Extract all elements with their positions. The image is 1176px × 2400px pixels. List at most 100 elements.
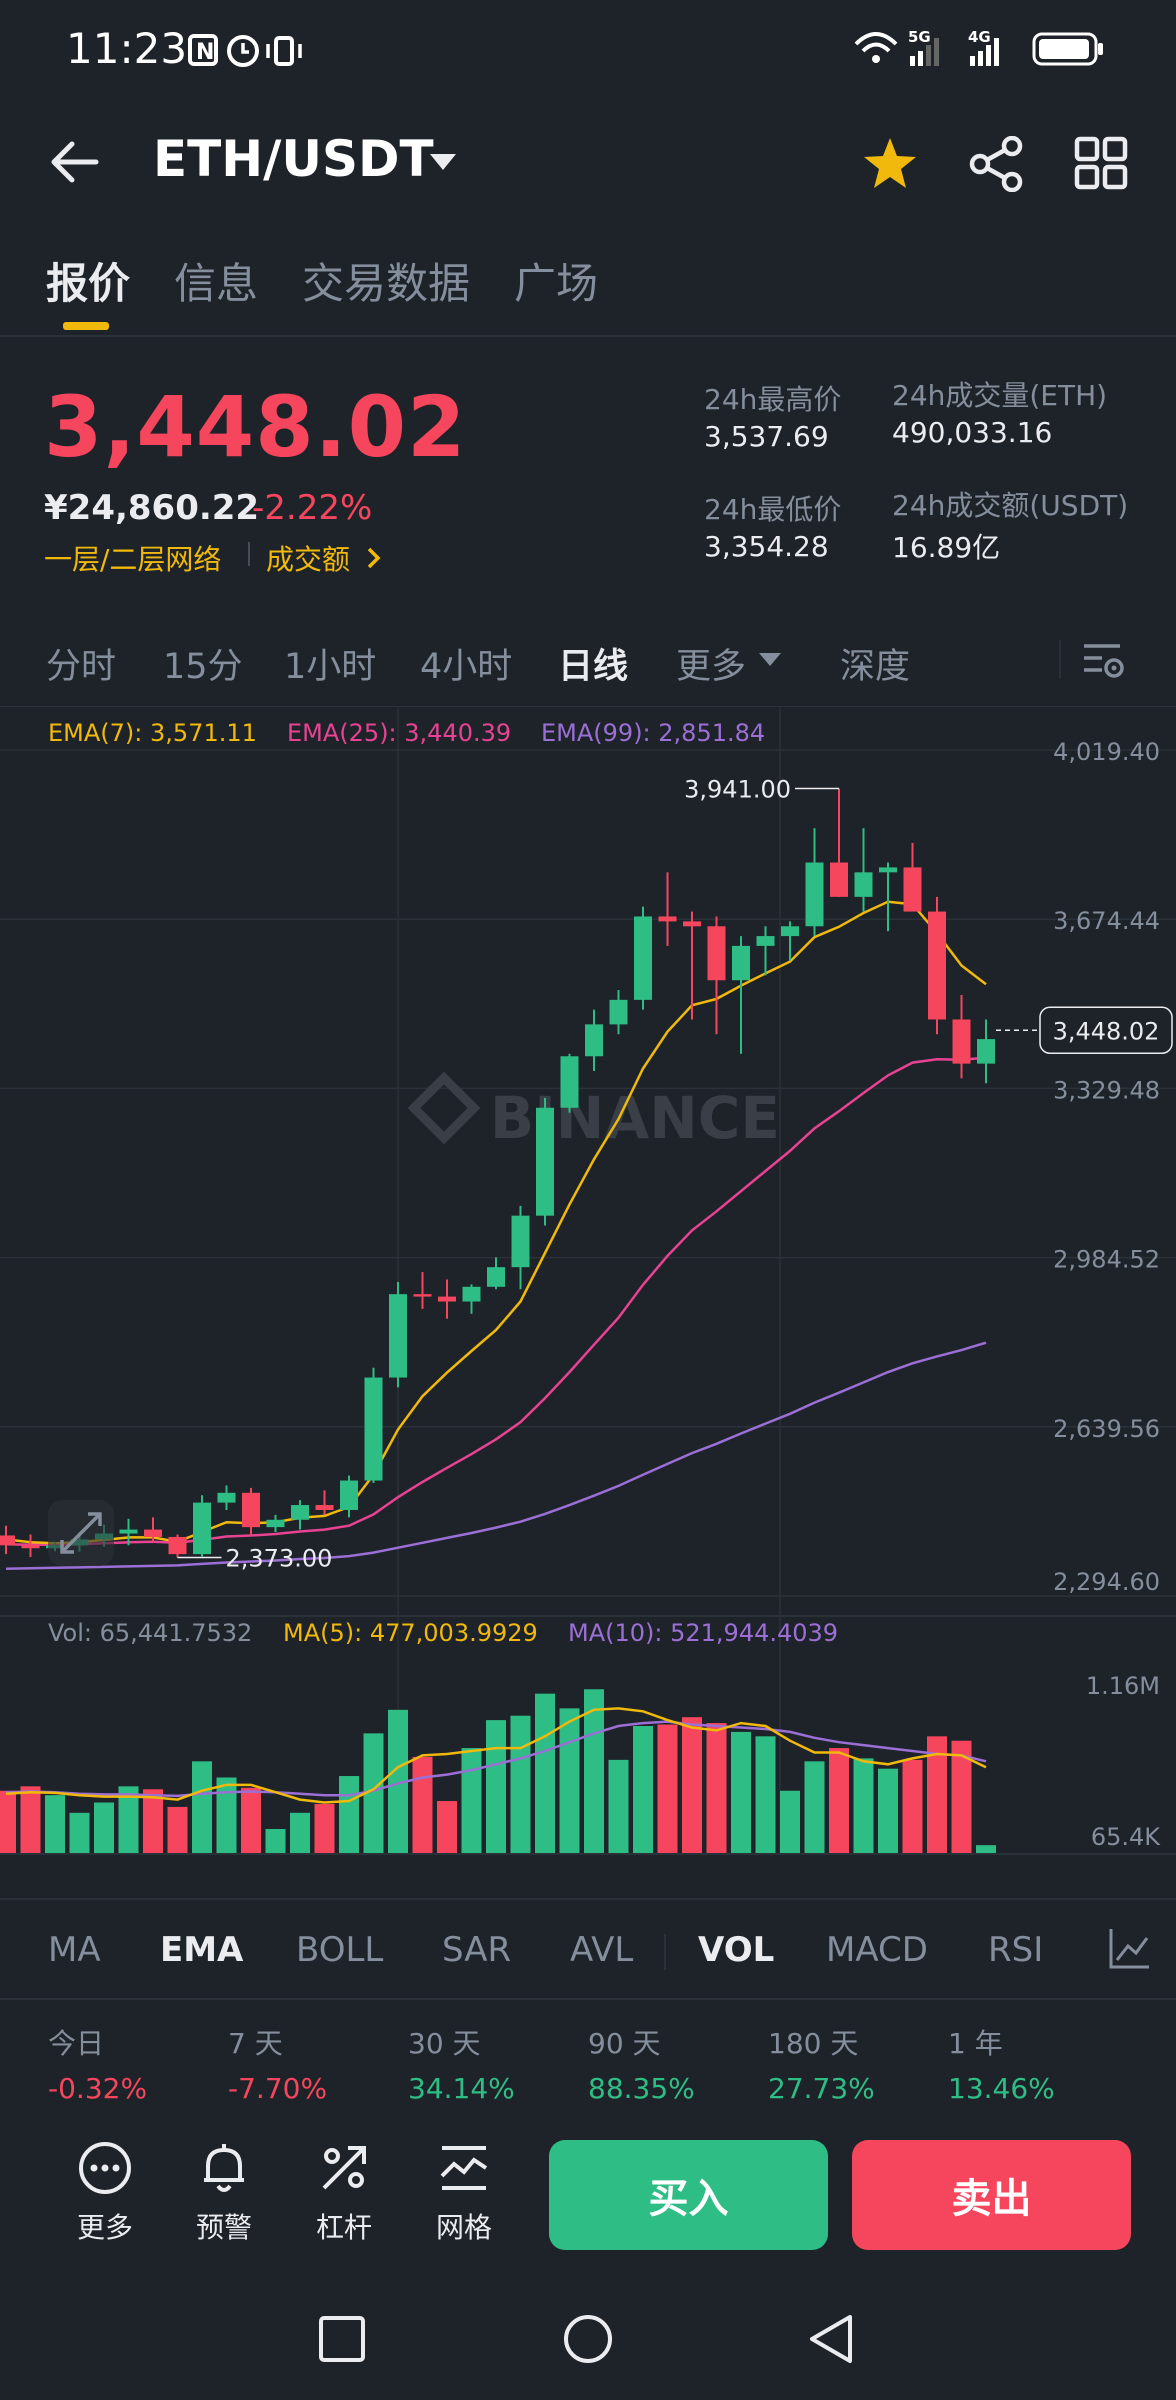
- volume-bar: [853, 1758, 874, 1854]
- share-icon[interactable]: [968, 136, 1024, 192]
- tab-square[interactable]: 广场: [514, 259, 599, 308]
- volume-bar: [461, 1748, 482, 1854]
- back-triangle-icon[interactable]: [806, 2313, 858, 2365]
- current-price-text: 3,448.02: [1053, 1017, 1160, 1045]
- volume-bar: [584, 1689, 604, 1854]
- action-alert-label: 预警: [195, 2211, 252, 2244]
- perf-value-1: -7.70%: [228, 2072, 328, 2105]
- tag-divider: [248, 542, 250, 566]
- action-leverage-label: 杠杆: [315, 2211, 372, 2244]
- ema99-line: [5, 1341, 987, 1571]
- nfc-icon: [188, 34, 218, 66]
- candle-body: [242, 1492, 260, 1528]
- price-axis-label: 4,019.40: [1053, 738, 1160, 766]
- candle-body: [707, 926, 726, 981]
- perf-label-0: 今日: [48, 2027, 105, 2060]
- candle-body: [315, 1505, 334, 1510]
- volume-bar: [0, 1790, 16, 1854]
- buy-button[interactable]: 买入: [549, 2140, 828, 2250]
- volume-bar: [706, 1723, 727, 1854]
- candle-body: [756, 936, 775, 946]
- interval-15m[interactable]: 15分: [163, 647, 243, 687]
- volume-bar: [780, 1790, 800, 1854]
- home-circle-icon[interactable]: [562, 2313, 614, 2365]
- perf-value-2: 34.14%: [408, 2072, 515, 2105]
- vibrate-icon: [274, 36, 294, 66]
- indicator-ema[interactable]: EMA: [160, 1930, 244, 1970]
- volume-bar: [755, 1736, 776, 1854]
- perf-value-0: -0.32%: [48, 2072, 148, 2105]
- sell-button[interactable]: 卖出: [852, 2140, 1131, 2250]
- back-arrow-icon[interactable]: [50, 140, 100, 184]
- candle-body: [0, 1535, 15, 1546]
- tag-volume[interactable]: 成交额: [266, 543, 351, 576]
- high-label: 24h最高价: [704, 383, 842, 416]
- volume-bar: [192, 1761, 212, 1854]
- signal-icon-5g: [910, 56, 915, 66]
- perf-value-3: 88.35%: [588, 2072, 695, 2105]
- favorite-star-icon[interactable]: [862, 136, 918, 190]
- candle-body: [217, 1492, 236, 1503]
- candle-body: [732, 945, 750, 981]
- indicator-sar[interactable]: SAR: [442, 1930, 512, 1970]
- perf-label-5: 1 年: [948, 2027, 1003, 2060]
- system-nav-bar: [0, 2285, 1176, 2400]
- pair-dropdown-icon[interactable]: [428, 152, 458, 172]
- candle-body: [511, 1215, 530, 1268]
- action-grid[interactable]: 网格: [414, 2140, 514, 2246]
- interval-1h[interactable]: 1小时: [284, 647, 377, 687]
- indicator-vol[interactable]: VOL: [698, 1930, 775, 1970]
- signal-icon-4g: [970, 56, 975, 66]
- price-axis-label: 3,329.48: [1053, 1076, 1160, 1104]
- active-tab-indicator: [63, 322, 109, 330]
- volume-bar: [412, 1756, 433, 1854]
- perf-value-4: 27.73%: [768, 2072, 875, 2105]
- action-more-label: 更多: [76, 2211, 133, 2244]
- volume-bar: [94, 1802, 114, 1854]
- layout-grid-icon[interactable]: [1074, 136, 1128, 190]
- volume-bar: [682, 1717, 702, 1854]
- more-dropdown-icon[interactable]: [758, 652, 782, 668]
- kline-chart[interactable]: 4,019.40 3,674.44 3,329.48 2,984.52 2,639.56…: [0, 706, 1176, 1856]
- candle-body: [21, 1545, 40, 1549]
- candle-body: [193, 1502, 211, 1555]
- action-leverage[interactable]: 杠杆: [294, 2140, 394, 2246]
- vol-legend: Vol: 65,441.7532: [48, 1619, 252, 1647]
- volume-bar: [437, 1801, 457, 1854]
- pair-title[interactable]: ETH/USDT: [153, 130, 434, 188]
- interval-1d[interactable]: 日线: [558, 647, 629, 687]
- interval-4h[interactable]: 4小时: [420, 647, 513, 687]
- volume-axis-max: 1.16M: [1086, 1672, 1160, 1700]
- vol-ma10-legend: MA(10): 521,944.4039: [568, 1619, 838, 1647]
- interval-more[interactable]: 更多: [676, 647, 747, 687]
- expand-icon: [60, 1512, 102, 1554]
- svg-text:4G: 4G: [968, 28, 991, 46]
- indicator-chart-icon[interactable]: [1108, 1926, 1152, 1970]
- interval-depth[interactable]: 深度: [840, 647, 911, 687]
- indicator-boll[interactable]: BOLL: [296, 1930, 384, 1970]
- tab-info[interactable]: 信息: [174, 259, 259, 308]
- volume-bar: [241, 1787, 261, 1854]
- tag-network[interactable]: 一层/二层网络: [44, 543, 222, 576]
- chart-settings-icon[interactable]: [1080, 638, 1128, 682]
- recents-square-icon[interactable]: [318, 2315, 366, 2363]
- indicator-avl[interactable]: AVL: [570, 1930, 634, 1970]
- action-alert[interactable]: 预警: [174, 2140, 274, 2246]
- tab-trading-data[interactable]: 交易数据: [302, 259, 471, 308]
- wifi-icon: [854, 32, 898, 46]
- indicator-rsi[interactable]: RSI: [988, 1930, 1044, 1970]
- volume-bar: [339, 1776, 359, 1854]
- indicator-ma[interactable]: MA: [48, 1930, 101, 1970]
- indicator-macd[interactable]: MACD: [826, 1930, 928, 1970]
- interval-timeline[interactable]: 分时: [46, 647, 117, 687]
- volume-bar: [878, 1768, 898, 1854]
- vol-label: 24h成交量(ETH): [892, 379, 1108, 412]
- price-cny: ¥24,860.22: [44, 488, 260, 528]
- price-axis-label: 2,984.52: [1053, 1246, 1160, 1274]
- action-more[interactable]: 更多: [55, 2140, 155, 2246]
- vol-ma5-line: [5, 1707, 987, 1804]
- tab-quote[interactable]: 报价: [46, 259, 131, 308]
- candle-body: [340, 1480, 358, 1510]
- volume-bar: [143, 1789, 163, 1854]
- status-icons: N: [188, 34, 302, 67]
